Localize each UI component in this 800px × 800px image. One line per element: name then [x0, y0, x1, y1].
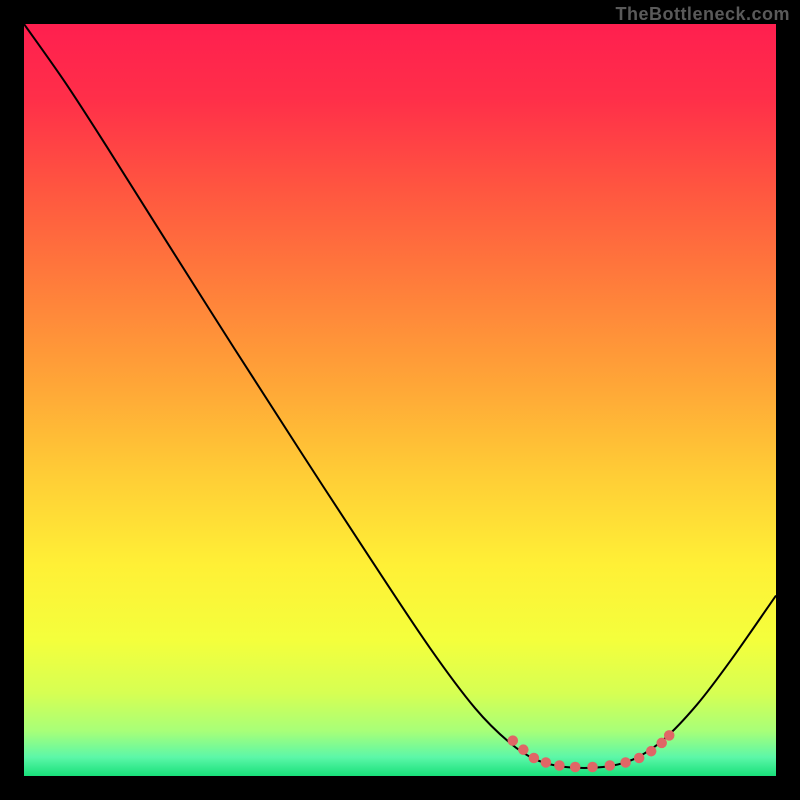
- plot-area: [24, 24, 776, 776]
- marker-dot: [634, 753, 645, 764]
- marker-dot: [605, 760, 616, 771]
- marker-dot: [508, 735, 519, 746]
- chart-frame: TheBottleneck.com: [0, 0, 800, 800]
- marker-dot: [664, 730, 675, 741]
- marker-dot: [541, 757, 552, 768]
- watermark-text: TheBottleneck.com: [615, 4, 790, 25]
- marker-dot: [646, 746, 657, 757]
- gradient-background: [24, 24, 776, 776]
- marker-dot: [620, 757, 631, 768]
- marker-dot: [529, 753, 540, 764]
- marker-dot: [570, 762, 581, 773]
- marker-dot: [518, 744, 529, 755]
- marker-dot: [554, 760, 565, 771]
- marker-dot: [656, 738, 667, 749]
- marker-dot: [587, 762, 598, 773]
- plot-svg: [24, 24, 776, 776]
